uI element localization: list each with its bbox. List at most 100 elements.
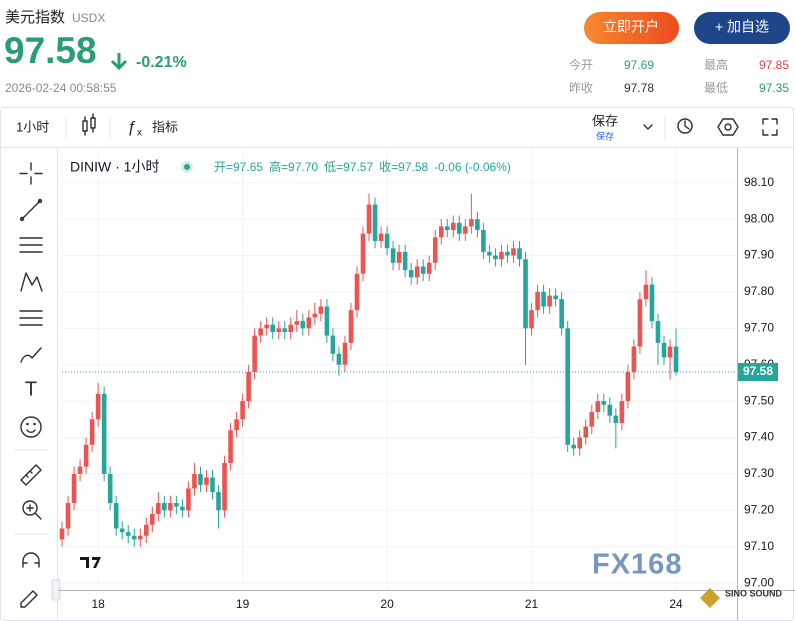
candle-body: [71, 473, 77, 504]
candle-body: [330, 335, 336, 354]
open-account-button[interactable]: 立即开户: [584, 12, 679, 44]
pattern-tool[interactable]: [20, 272, 43, 292]
candle-body: [432, 237, 438, 263]
tv-logo: [76, 552, 106, 574]
candle-body: [673, 346, 679, 372]
candle-body: [192, 473, 197, 489]
candle-body: [553, 295, 558, 300]
candle-body: [577, 437, 583, 449]
candle-body: [228, 430, 233, 463]
candle-body: [487, 251, 492, 256]
candle-body: [270, 324, 275, 332]
fx-icon: ƒ: [127, 119, 136, 136]
candle-body: [420, 266, 426, 274]
candle-body: [366, 204, 372, 234]
candle-body: [601, 401, 607, 405]
candle-body: [451, 222, 456, 231]
ohlc-item: 低=97.57: [324, 160, 373, 174]
watchlist-button[interactable]: + 加自选: [694, 12, 790, 44]
candle-body: [276, 328, 282, 332]
candle-body: [372, 204, 378, 241]
candle-body: [354, 273, 360, 311]
button-label: 立即开户: [603, 19, 659, 35]
candle-body: [288, 324, 294, 332]
x-tick-label: 18: [91, 597, 105, 611]
candle-body: [583, 426, 589, 438]
candle-body: [89, 419, 95, 445]
candle-body: [559, 299, 564, 329]
candle-body: [529, 310, 534, 329]
candle-body: [571, 444, 576, 449]
ohlc-item: -0.06 (-0.06%): [434, 160, 511, 174]
down-arrow: [110, 53, 128, 71]
candle-body: [505, 251, 510, 256]
text-tool[interactable]: T: [25, 378, 37, 400]
candle-body: [168, 503, 173, 511]
x-tick-label: 21: [525, 597, 539, 611]
title: 美元指数: [5, 9, 65, 26]
save-sub: 保存: [596, 130, 614, 141]
candle-body: [414, 266, 420, 278]
candle-body: [318, 306, 324, 314]
candle-body: [312, 313, 318, 318]
symbol-label: DINIW · 1小时: [70, 159, 159, 175]
alert-icon[interactable]: [677, 118, 693, 134]
candle-body: [438, 226, 444, 238]
fullscreen-icon[interactable]: [762, 118, 778, 136]
fx-icon-x: x: [137, 128, 142, 139]
candle-body: [150, 513, 155, 525]
candle-body: [342, 342, 348, 365]
candle-body: [408, 270, 414, 278]
fib-tool[interactable]: [19, 310, 43, 326]
line-tool[interactable]: [19, 198, 43, 222]
candle-body: [661, 342, 667, 358]
candle-body: [59, 528, 65, 540]
hline-tool[interactable]: [19, 237, 43, 253]
stat-label: 今开: [569, 57, 593, 72]
stat-value: 97.78: [624, 81, 654, 95]
candle-icon[interactable]: [82, 113, 96, 136]
ruler-tool[interactable]: [20, 464, 42, 486]
emoji-tool[interactable]: [20, 416, 42, 438]
candle-body: [107, 473, 113, 504]
change: -0.21%: [136, 54, 187, 71]
candle-body: [300, 321, 306, 329]
stat-label: 昨收: [569, 81, 593, 95]
candle-body: [475, 219, 480, 231]
crosshair-tool[interactable]: [19, 162, 43, 185]
candle-body: [216, 492, 221, 511]
indicators[interactable]: 指标: [152, 119, 178, 134]
candle-body: [511, 248, 516, 256]
magnet-tool[interactable]: [22, 552, 40, 568]
stat-value: 97.69: [624, 58, 654, 72]
interval[interactable]: 1小时: [16, 119, 49, 134]
candle-body: [493, 255, 498, 260]
candle-body: [625, 372, 631, 402]
settings-icon[interactable]: [717, 118, 739, 136]
candle-body: [95, 393, 101, 420]
x-tick-label: 20: [380, 597, 394, 611]
y-tick-label: 97.90: [744, 248, 774, 262]
stat-label: 最低: [704, 81, 728, 95]
ohlc-item: 收=97.58: [379, 160, 428, 174]
candle-body: [463, 226, 468, 234]
lock-draw-tool[interactable]: [20, 590, 38, 608]
candle-body: [457, 222, 462, 234]
candle-body: [252, 335, 257, 372]
brush-tool[interactable]: [20, 347, 42, 363]
candle-body: [547, 295, 552, 307]
timestamp: 2026-02-24 00:58:55: [5, 81, 117, 95]
candle-body: [156, 503, 161, 514]
zoom-tool[interactable]: [22, 500, 42, 520]
candle-body: [125, 532, 131, 536]
candle-body: [210, 477, 215, 493]
candle-body: [113, 503, 119, 529]
x-tick-label: 19: [236, 597, 250, 611]
save[interactable]: 保存: [592, 113, 618, 128]
chevron[interactable]: [643, 124, 653, 130]
candle-body: [162, 503, 167, 511]
candle-body: [481, 230, 486, 252]
button-bg: [694, 12, 790, 44]
candle-body: [469, 219, 474, 227]
y-tick-label: 97.30: [744, 466, 774, 480]
